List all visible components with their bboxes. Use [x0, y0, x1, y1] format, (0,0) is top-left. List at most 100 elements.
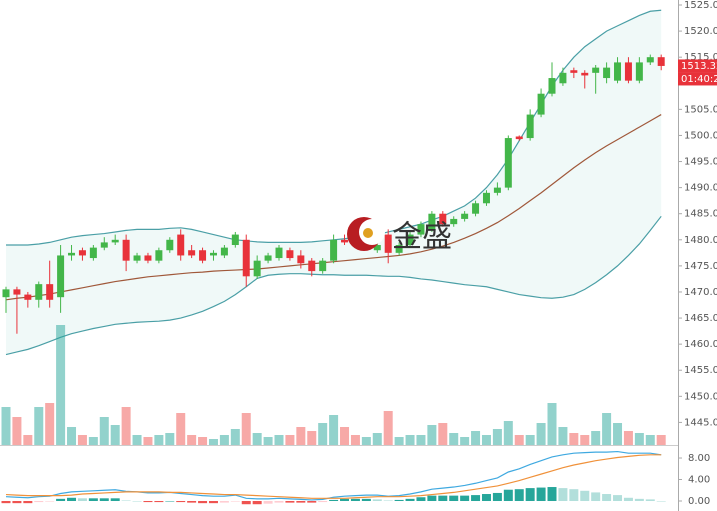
candle-body: [472, 203, 480, 214]
macd-histogram-bar: [623, 497, 633, 502]
candle-body: [592, 67, 600, 73]
y-tick-label: 1490.00: [684, 183, 717, 194]
volume-bar: [361, 437, 371, 445]
macd-histogram-bar: [656, 501, 666, 502]
candle-body: [188, 250, 196, 256]
volume-bar: [656, 435, 666, 445]
candle-body: [57, 255, 65, 298]
volume-bar: [45, 403, 55, 445]
candle-body: [526, 114, 534, 139]
volume-bar: [569, 433, 579, 445]
candle-body: [13, 289, 21, 295]
macd-histogram-bar: [88, 498, 98, 502]
volume-bar: [132, 435, 142, 445]
macd-histogram-bar: [460, 495, 470, 502]
macd-histogram-bar: [536, 487, 546, 502]
candle-body: [199, 250, 207, 261]
volume-bar: [645, 435, 655, 445]
macd-histogram-bar: [77, 498, 87, 502]
macd-histogram-bar: [394, 499, 404, 502]
volume-bar: [12, 417, 22, 445]
macd-histogram-bar: [318, 501, 328, 503]
candle-body: [581, 72, 589, 76]
candle-body: [439, 213, 447, 225]
candle-body: [46, 284, 54, 300]
y-tick-label: 1480.00: [684, 235, 717, 246]
volume-bar: [514, 435, 524, 445]
candle-body: [450, 218, 458, 225]
volume-bar: [176, 413, 186, 445]
volume-bar: [263, 437, 273, 445]
last-price-box: [678, 59, 717, 73]
countdown-label: 01:40:22: [681, 74, 717, 85]
candle-body: [493, 187, 501, 193]
candle-body: [570, 70, 578, 73]
candle-body: [155, 250, 163, 261]
candle-body: [100, 242, 108, 248]
macd-histogram-bar: [263, 501, 273, 504]
macd-histogram-bar: [23, 501, 33, 504]
macd-y-tick-label: 0.00: [688, 496, 710, 507]
candle-body: [253, 260, 261, 277]
macd-histogram-bar: [230, 501, 240, 502]
volume-bar: [274, 435, 284, 445]
volume-bar: [503, 421, 513, 445]
y-tick-label: 1520.00: [684, 26, 717, 37]
volume-bar: [230, 429, 240, 445]
y-tick-label: 1505.00: [684, 104, 717, 115]
volume-bar: [88, 437, 98, 445]
macd-histogram-bar: [176, 501, 186, 503]
candle-body: [177, 234, 185, 256]
volume-bar: [219, 435, 229, 445]
candle-body: [231, 234, 239, 246]
macd-y-tick-label: 8.00: [688, 453, 710, 464]
y-tick-label: 1460.00: [684, 339, 717, 350]
volume-bar: [318, 423, 328, 445]
macd-histogram-bar: [67, 497, 77, 502]
macd-histogram-bar: [1, 501, 11, 504]
volume-bar: [165, 433, 175, 445]
candle-body: [264, 255, 272, 261]
volume-bar: [285, 435, 295, 445]
macd-line: [5, 450, 662, 501]
candle-body: [220, 247, 228, 256]
volume-bar: [252, 433, 262, 445]
candle-body: [515, 136, 523, 140]
macd-histogram-bar: [219, 501, 229, 503]
volume-bar: [547, 403, 557, 445]
y-tick-label: 1495.00: [684, 157, 717, 168]
volume-bar: [613, 423, 623, 445]
candle-body: [286, 250, 294, 259]
macd-y-tick-label: 4.00: [688, 475, 710, 486]
macd-histogram-bar: [296, 501, 306, 503]
macd-histogram-bar: [591, 492, 601, 502]
volume-bar: [198, 437, 208, 445]
volume-bar: [427, 425, 437, 445]
macd-histogram-bar: [471, 495, 481, 502]
candle-body: [242, 239, 250, 277]
volume-bar: [372, 433, 382, 445]
volume-bar: [383, 411, 393, 445]
macd-histogram-bar: [350, 498, 360, 502]
candle-body: [35, 284, 43, 300]
macd-histogram-bar: [481, 494, 491, 502]
volume-bar: [154, 435, 164, 445]
volume-bar: [536, 423, 546, 445]
candle-body: [297, 255, 305, 264]
volume-bar: [296, 427, 306, 445]
macd-histogram-bar: [132, 501, 142, 502]
macd-histogram-bar: [525, 488, 535, 502]
macd-histogram-bar: [208, 501, 218, 504]
volume-bar: [449, 433, 459, 445]
candle-body: [144, 255, 152, 261]
macd-histogram-bar: [165, 501, 175, 502]
y-tick-label: 1450.00: [684, 391, 717, 402]
macd-histogram-bar: [427, 495, 437, 502]
volume-bar: [460, 437, 470, 445]
macd-histogram-bar: [602, 494, 612, 502]
y-tick-label: 1475.00: [684, 261, 717, 272]
candle-body: [111, 239, 119, 243]
macd-histogram-bar: [645, 499, 655, 502]
volume-bar: [56, 325, 66, 445]
